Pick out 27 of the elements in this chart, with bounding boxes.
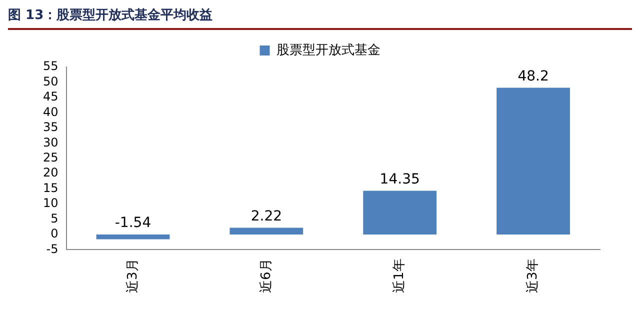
bar [496, 88, 570, 234]
chart-title: 图 13：股票型开放式基金平均收益 [8, 6, 632, 30]
legend-label: 股票型开放式基金 [276, 42, 380, 58]
y-tick-label: 5 [50, 211, 58, 226]
y-tick-label: 35 [42, 120, 58, 134]
data-label: 48.2 [518, 68, 549, 84]
y-tick-label: 50 [42, 74, 58, 88]
y-tick-label: 20 [42, 166, 58, 180]
y-tick-label: 45 [42, 90, 58, 104]
x-tick-label: 近3月 [125, 258, 140, 294]
x-tick-label: 近3年 [526, 258, 541, 294]
y-tick-label: -5 [46, 242, 58, 256]
y-tick-label: 15 [42, 180, 58, 195]
bar [230, 228, 304, 234]
data-label: -1.54 [114, 215, 152, 232]
y-tick-label: 55 [42, 59, 58, 74]
y-tick-label: 10 [42, 196, 58, 210]
x-tick-label: 近1年 [392, 258, 408, 294]
y-tick-label: 25 [42, 150, 58, 164]
y-tick-label: 30 [42, 135, 58, 150]
bar [96, 234, 170, 240]
y-tick-label: 40 [42, 104, 58, 119]
y-tick-label: 0 [50, 226, 58, 241]
data-label: 2.22 [250, 208, 282, 224]
bar [363, 190, 437, 234]
x-tick-label: 近6月 [258, 258, 274, 294]
data-label: 14.35 [380, 171, 420, 188]
